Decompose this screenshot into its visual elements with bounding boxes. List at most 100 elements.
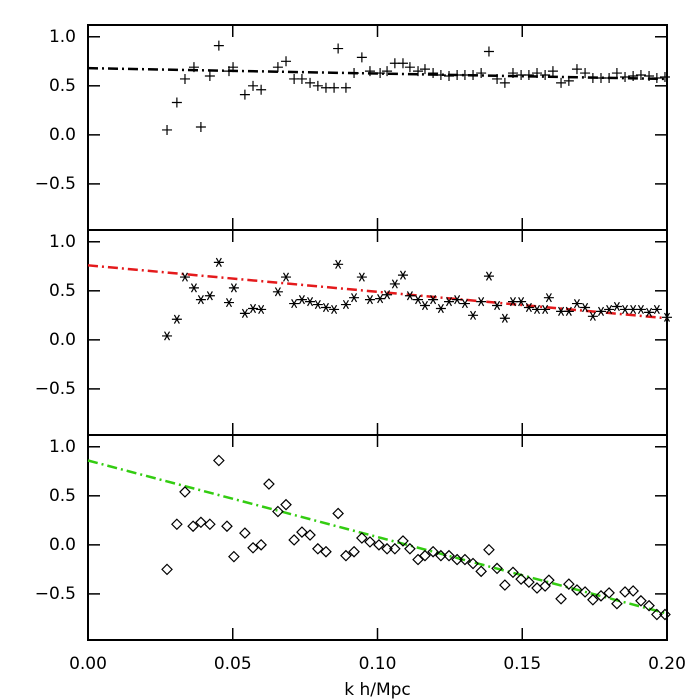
data-point <box>213 257 224 267</box>
data-point <box>397 58 408 69</box>
data-point <box>587 593 599 606</box>
data-point <box>239 89 250 100</box>
data-point <box>364 295 375 305</box>
data-point <box>611 597 623 610</box>
data-point <box>563 75 574 86</box>
data-point <box>333 43 344 54</box>
data-point <box>179 272 190 282</box>
x-tick-label: 0.05 <box>214 654 252 674</box>
data-point <box>523 70 534 81</box>
data-point <box>296 73 307 84</box>
data-point <box>468 310 479 320</box>
data-point <box>635 70 646 81</box>
data-point <box>213 40 224 51</box>
data-point <box>228 550 240 563</box>
data-point <box>340 549 352 562</box>
data-point <box>375 294 386 304</box>
data-point <box>162 331 173 341</box>
y-tick-label: −0.5 <box>35 584 76 604</box>
data-point <box>499 579 511 591</box>
data-point <box>543 574 555 587</box>
data-point <box>627 585 639 597</box>
data-point <box>571 584 583 596</box>
data-point <box>580 302 591 313</box>
data-point <box>628 71 639 82</box>
data-point <box>256 84 267 95</box>
data-point <box>483 271 494 281</box>
data-point <box>651 608 663 621</box>
data-point <box>483 46 494 57</box>
data-point <box>375 68 386 79</box>
data-point <box>272 287 283 297</box>
data-point <box>515 573 527 586</box>
data-point <box>604 72 615 83</box>
y-tick-label: 0.0 <box>49 330 76 350</box>
data-point <box>539 580 551 592</box>
data-point <box>364 66 375 77</box>
x-axis-label: k h/Mpc <box>344 680 411 700</box>
data-point <box>483 543 495 556</box>
data-point <box>356 52 367 63</box>
data-point <box>179 486 191 498</box>
data-point <box>516 297 527 307</box>
y-tick-label: 0.5 <box>49 281 76 301</box>
data-point <box>263 478 275 490</box>
data-point <box>611 68 622 79</box>
data-point <box>272 62 283 73</box>
data-point <box>404 542 416 555</box>
data-point <box>213 454 225 467</box>
data-point <box>179 73 190 84</box>
y-tick-label: 0.5 <box>49 486 76 506</box>
data-point <box>451 553 463 566</box>
data-point <box>443 549 455 562</box>
data-point <box>475 565 487 578</box>
data-point <box>587 311 598 321</box>
data-point <box>540 70 551 81</box>
data-point <box>404 62 415 73</box>
data-point <box>171 97 182 108</box>
data-point <box>435 549 447 562</box>
data-point <box>397 270 408 280</box>
data-point <box>228 283 239 293</box>
data-point <box>312 299 323 310</box>
data-point <box>329 82 340 93</box>
data-point <box>620 71 631 82</box>
data-point <box>419 64 430 75</box>
y-tick-label: −0.5 <box>35 379 76 399</box>
data-point <box>635 304 646 315</box>
data-point <box>579 586 591 598</box>
data-point <box>427 545 439 558</box>
data-point <box>413 66 424 77</box>
data-point <box>428 295 439 305</box>
data-point <box>547 66 558 77</box>
data-point <box>571 298 582 309</box>
data-point <box>413 295 424 305</box>
data-point <box>348 545 360 558</box>
data-point <box>162 124 173 135</box>
data-point <box>444 297 455 307</box>
data-point <box>507 68 518 79</box>
data-point <box>556 77 567 88</box>
data-point <box>305 77 316 88</box>
data-point <box>223 297 234 308</box>
data-point <box>635 594 647 607</box>
data-point <box>452 295 463 305</box>
data-point <box>289 298 300 309</box>
data-point <box>643 599 655 612</box>
data-point <box>491 562 503 575</box>
data-point <box>248 80 259 91</box>
plot-frame <box>87 24 668 231</box>
data-point <box>468 70 479 81</box>
x-tick-label: 0.00 <box>69 654 107 674</box>
data-point <box>281 56 292 67</box>
data-point <box>239 527 251 539</box>
data-point <box>255 539 267 551</box>
y-tick-label: 0.0 <box>49 535 76 555</box>
data-point <box>280 498 292 511</box>
data-point <box>397 535 409 547</box>
data-point <box>329 304 340 315</box>
data-point <box>340 82 351 93</box>
data-point <box>389 542 401 555</box>
data-point <box>543 293 554 303</box>
data-point <box>563 578 575 590</box>
